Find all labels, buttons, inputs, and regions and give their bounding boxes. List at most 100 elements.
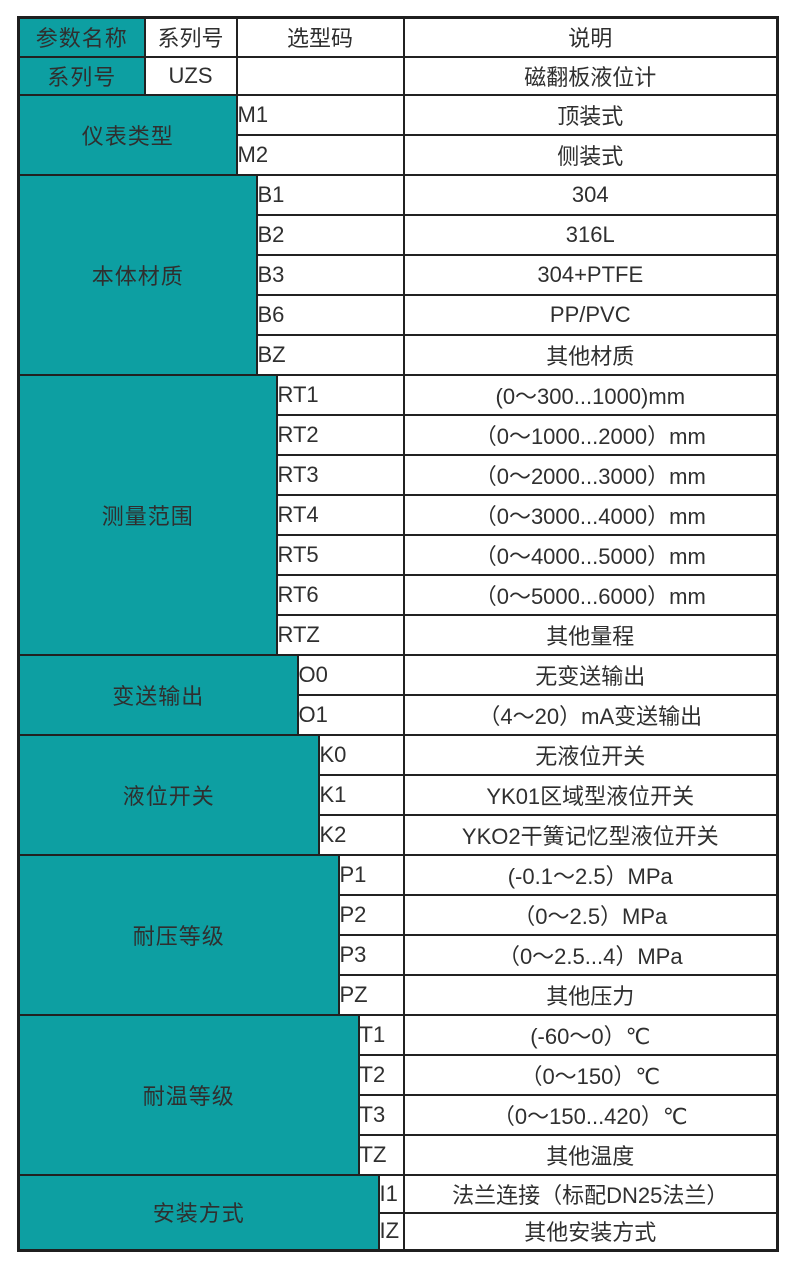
table-row: P2 （0～2.5）MPa bbox=[19, 893, 779, 936]
code-cell: M2 bbox=[235, 133, 405, 176]
table-row: 本体材质 B1 304 bbox=[17, 173, 779, 376]
desc-cell: 304 bbox=[402, 173, 779, 216]
table-row: BZ 其他材质 bbox=[19, 333, 779, 376]
desc-cell: （0～1000...2000）mm bbox=[402, 413, 779, 456]
table-row: TZ 其他温度 bbox=[19, 1133, 779, 1176]
desc-cell: 侧装式 bbox=[402, 133, 779, 176]
code-cell: RT4 bbox=[275, 493, 405, 536]
table-row: 液位开关 K0 无液位开关 bbox=[17, 733, 779, 856]
series-code: UZS bbox=[143, 55, 238, 96]
section-label-installation-method: 安装方式 bbox=[17, 1173, 380, 1252]
table-row: 耐温等级 T1 (-60～0）℃ bbox=[17, 1013, 779, 1176]
header-description: 说明 bbox=[402, 16, 779, 58]
desc-cell: 无液位开关 bbox=[402, 733, 779, 776]
code-cell: T1 bbox=[357, 1013, 405, 1056]
desc-cell: （0～150）℃ bbox=[402, 1053, 779, 1096]
section-label-transmitter-output: 变送输出 bbox=[17, 653, 299, 736]
code-cell: P3 bbox=[337, 933, 405, 976]
table-row: K1 YK01区域型液位开关 bbox=[19, 773, 779, 816]
code-cell: T3 bbox=[357, 1093, 405, 1136]
header-param-name: 参数名称 bbox=[17, 16, 146, 58]
table-row: B6 PP/PVC bbox=[19, 293, 779, 336]
code-cell: P2 bbox=[337, 893, 405, 936]
code-cell: PZ bbox=[337, 973, 405, 1016]
code-cell: RTZ bbox=[275, 613, 405, 656]
table-row: B2 316L bbox=[19, 213, 779, 256]
code-cell: O1 bbox=[296, 693, 405, 736]
desc-cell: 法兰连接（标配DN25法兰） bbox=[402, 1173, 779, 1214]
section-label-measuring-range: 测量范围 bbox=[17, 373, 278, 656]
table-row: RT6 （0～5000...6000）mm bbox=[19, 573, 779, 616]
table-row: T2 （0～150）℃ bbox=[19, 1053, 779, 1096]
desc-cell: 其他安装方式 bbox=[402, 1211, 779, 1252]
code-cell: M1 bbox=[235, 93, 405, 136]
series-empty-cell bbox=[235, 55, 405, 96]
code-cell: B3 bbox=[255, 253, 405, 296]
desc-cell: (-0.1～2.5）MPa bbox=[402, 853, 779, 896]
code-cell: RT5 bbox=[275, 533, 405, 576]
code-cell: TZ bbox=[357, 1133, 405, 1176]
table-row: 测量范围 RT1 (0～300...1000)mm bbox=[17, 373, 779, 656]
table-row: O1 （4～20）mA变送输出 bbox=[19, 693, 779, 736]
series-desc: 磁翻板液位计 bbox=[402, 55, 779, 96]
desc-cell: （4～20）mA变送输出 bbox=[402, 693, 779, 736]
header-selection-code: 选型码 bbox=[235, 16, 405, 58]
header-series-no: 系列号 bbox=[143, 16, 238, 58]
table-row: 耐压等级 P1 (-0.1～2.5）MPa bbox=[17, 853, 779, 1016]
code-cell: K1 bbox=[317, 773, 405, 816]
section-label-level-switch: 液位开关 bbox=[17, 733, 320, 856]
series-row: 系列号 UZS 磁翻板液位计 bbox=[17, 55, 779, 96]
section-label-pressure-rating: 耐压等级 bbox=[17, 853, 340, 1016]
desc-cell: （0～2000...3000）mm bbox=[402, 453, 779, 496]
desc-cell: 无变送输出 bbox=[402, 653, 779, 696]
desc-cell: （0～4000...5000）mm bbox=[402, 533, 779, 576]
code-cell: BZ bbox=[255, 333, 405, 376]
desc-cell: 其他材质 bbox=[402, 333, 779, 376]
desc-cell: YKO2干簧记忆型液位开关 bbox=[402, 813, 779, 856]
table-row: B3 304+PTFE bbox=[19, 253, 779, 296]
table-row: IZ 其他安装方式 bbox=[19, 1211, 779, 1252]
section-label-instrument-type: 仪表类型 bbox=[17, 93, 238, 176]
desc-cell: PP/PVC bbox=[402, 293, 779, 336]
desc-cell: (0～300...1000)mm bbox=[402, 373, 779, 416]
desc-cell: （0～5000...6000）mm bbox=[402, 573, 779, 616]
table-row: RT2 （0～1000...2000）mm bbox=[19, 413, 779, 456]
code-cell: RT3 bbox=[275, 453, 405, 496]
code-cell: RT2 bbox=[275, 413, 405, 456]
table-row: RT4 （0～3000...4000）mm bbox=[19, 493, 779, 536]
table-row: PZ 其他压力 bbox=[19, 973, 779, 1016]
table-row: K2 YKO2干簧记忆型液位开关 bbox=[19, 813, 779, 856]
desc-cell: （0～150...420）℃ bbox=[402, 1093, 779, 1136]
code-cell: B1 bbox=[255, 173, 405, 216]
desc-cell: 其他温度 bbox=[402, 1133, 779, 1176]
desc-cell: 316L bbox=[402, 213, 779, 256]
desc-cell: YK01区域型液位开关 bbox=[402, 773, 779, 816]
table-row: 安装方式 I1 法兰连接（标配DN25法兰） bbox=[17, 1173, 779, 1252]
desc-cell: 其他压力 bbox=[402, 973, 779, 1016]
series-label: 系列号 bbox=[17, 55, 146, 96]
section-label-body-material: 本体材质 bbox=[17, 173, 258, 376]
table-row: M2 侧装式 bbox=[19, 133, 779, 176]
code-cell: P1 bbox=[337, 853, 405, 896]
desc-cell: (-60～0）℃ bbox=[402, 1013, 779, 1056]
desc-cell: （0～2.5）MPa bbox=[402, 893, 779, 936]
desc-cell: 顶装式 bbox=[402, 93, 779, 136]
code-cell: B2 bbox=[255, 213, 405, 256]
code-cell: B6 bbox=[255, 293, 405, 336]
code-cell: I1 bbox=[377, 1173, 405, 1214]
table-row: RT3 （0～2000...3000）mm bbox=[19, 453, 779, 496]
table-row: 变送输出 O0 无变送输出 bbox=[17, 653, 779, 736]
table-row: RTZ 其他量程 bbox=[19, 613, 779, 656]
code-cell: K0 bbox=[317, 733, 405, 776]
desc-cell: （0～3000...4000）mm bbox=[402, 493, 779, 536]
header-row: 参数名称 系列号 选型码 说明 bbox=[17, 16, 779, 58]
table-row: 仪表类型 M1 顶装式 bbox=[17, 93, 779, 176]
code-cell: RT6 bbox=[275, 573, 405, 616]
section-label-temperature-rating: 耐温等级 bbox=[17, 1013, 360, 1176]
table-row: RT5 （0～4000...5000）mm bbox=[19, 533, 779, 576]
desc-cell: 其他量程 bbox=[402, 613, 779, 656]
selection-table: 参数名称 系列号 选型码 说明 系列号 UZS 磁翻板液位计 仪表类型 M1 顶… bbox=[17, 16, 780, 1252]
code-cell: O0 bbox=[296, 653, 405, 696]
desc-cell: （0～2.5...4）MPa bbox=[402, 933, 779, 976]
